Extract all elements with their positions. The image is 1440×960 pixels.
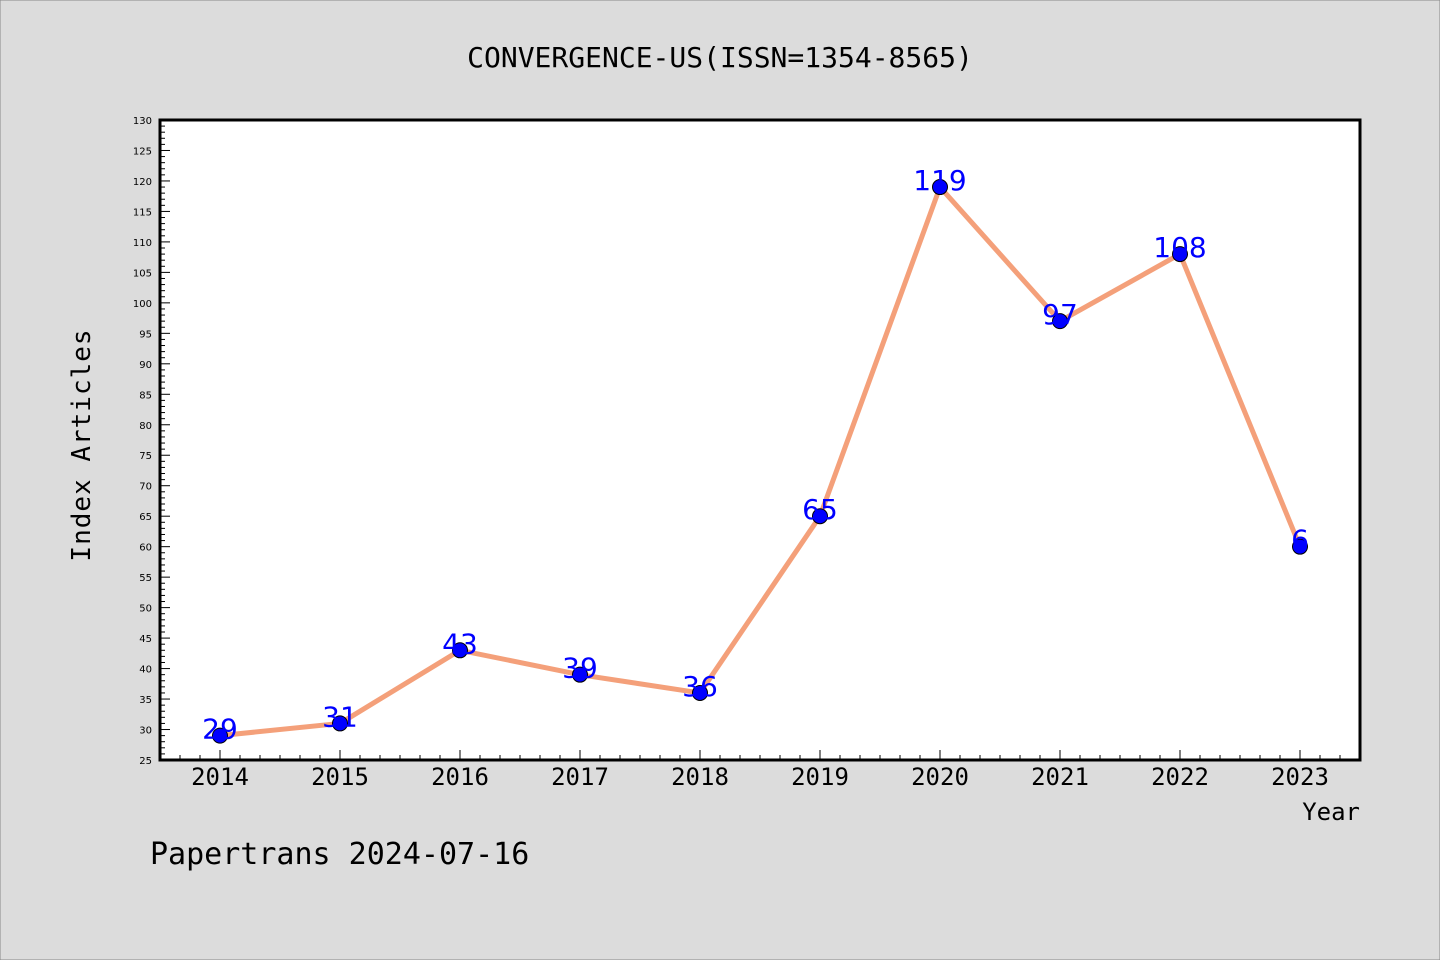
- y-axis: 25 30 35 40 45 50 55 60 65 70 75 80 85 90 95 100 105 110 1…: [133, 116, 170, 767]
- data-label: 29: [202, 713, 238, 746]
- data-label: 65: [802, 493, 838, 526]
- x-tick-label: 2022: [1151, 763, 1209, 791]
- y-tick-label: 90: [139, 360, 152, 371]
- y-tick-label: 105: [133, 268, 152, 279]
- x-tick-label: 2020: [911, 763, 969, 791]
- x-axis-label: Year: [1302, 798, 1360, 826]
- y-tick-label: 30: [139, 726, 152, 737]
- x-tick-label: 2014: [191, 763, 249, 791]
- data-point: [572, 666, 588, 683]
- data-point: [812, 508, 828, 525]
- data-point: [1052, 313, 1068, 330]
- x-tick-label: 2023: [1271, 763, 1329, 791]
- y-tick-label: 110: [133, 238, 152, 249]
- data-point: [212, 727, 228, 744]
- data-label: 39: [562, 652, 598, 685]
- x-tick-label: 2021: [1031, 763, 1089, 791]
- series-layer: 29 31 43 39 36 65 119 97 108 6: [202, 164, 1309, 746]
- y-tick-label: 130: [133, 116, 152, 127]
- data-point: [332, 715, 348, 732]
- data-label: 43: [442, 627, 478, 660]
- x-tick-label: 2018: [671, 763, 729, 791]
- x-tick-label: 2016: [431, 763, 489, 791]
- x-tick-label: 2017: [551, 763, 609, 791]
- y-tick-label: 65: [139, 512, 152, 523]
- data-label: 108: [1153, 231, 1206, 264]
- x-tick-label: 2015: [311, 763, 369, 791]
- y-tick-label: 60: [139, 543, 152, 554]
- x-tick-label: 2019: [791, 763, 849, 791]
- series-line: [219, 184, 1303, 739]
- plot-area: [160, 120, 1360, 760]
- x-axis: 2014 2015 2016 2017 2018 2019 2020 2021 2022 2023: [159, 750, 1361, 791]
- data-label: 97: [1042, 298, 1078, 331]
- data-label: 119: [913, 164, 966, 197]
- y-tick-label: 45: [139, 634, 152, 645]
- y-tick-label: 70: [139, 482, 152, 493]
- chart-title: CONVERGENCE-US(ISSN=1354-8565): [467, 41, 973, 74]
- y-tick-label: 95: [139, 329, 152, 340]
- data-label: 6: [1291, 524, 1309, 557]
- data-point: [1172, 246, 1188, 263]
- plot-frame: [158, 118, 1362, 762]
- y-tick-label: 85: [139, 390, 152, 401]
- data-point: [692, 684, 708, 701]
- y-tick-label: 55: [139, 573, 152, 584]
- y-axis-label: Index Articles: [67, 328, 97, 561]
- y-tick-label: 125: [133, 146, 152, 157]
- data-label: 31: [322, 700, 358, 733]
- y-tick-label: 40: [139, 665, 152, 676]
- data-point: [452, 642, 468, 659]
- y-tick-label: 115: [133, 207, 152, 218]
- footer-text: Papertrans 2024-07-16: [150, 837, 529, 872]
- y-tick-label: 35: [139, 695, 152, 706]
- y-tick-label: 75: [139, 451, 152, 462]
- data-point: [1292, 538, 1308, 555]
- data-point: [932, 179, 948, 196]
- y-tick-label: 50: [139, 604, 152, 615]
- data-label: 36: [682, 670, 718, 703]
- y-tick-label: 120: [133, 177, 152, 188]
- y-tick-label: 80: [139, 421, 152, 432]
- y-tick-label: 100: [133, 299, 152, 310]
- y-tick-label: 25: [139, 756, 152, 767]
